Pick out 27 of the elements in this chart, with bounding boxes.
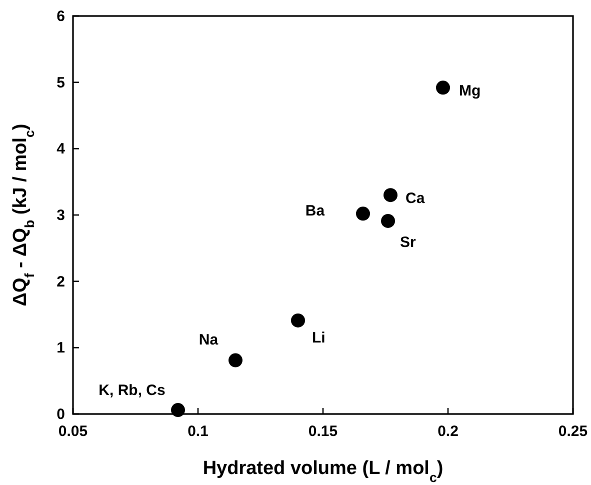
point [384,188,398,202]
y-tick-label: 3 [56,207,65,224]
annotation: Li [312,329,326,346]
annotation: Mg [459,82,481,100]
x-tick-label: 0.2 [438,423,458,440]
y-tick-label: 4 [56,140,66,158]
point [436,80,450,95]
y-tick-label: 2 [56,273,65,290]
y-tick-label: 6 [56,8,65,25]
x-tick-label: 0.15 [308,423,338,440]
y-tick-label: 0 [56,406,65,423]
x-axis-title: Hydrated volume (L / mol$_{c}$) [202,458,444,484]
point [228,353,242,368]
x-tick-label: 0.25 [558,423,588,440]
point [381,214,395,228]
x-tick-label: 0.05 [58,423,88,440]
annotation: K, Rb, Cs [98,382,166,400]
annotation: Ba [305,202,326,220]
point [171,403,185,418]
point [356,206,370,221]
annotation: Ca [406,190,426,208]
x-tick-label: 0.1 [188,423,208,440]
y-tick-label: 5 [56,74,65,92]
annotation: Na [198,331,219,348]
y-tick-label: 1 [56,340,65,357]
annotation: Sr [400,234,416,251]
point [291,313,305,328]
